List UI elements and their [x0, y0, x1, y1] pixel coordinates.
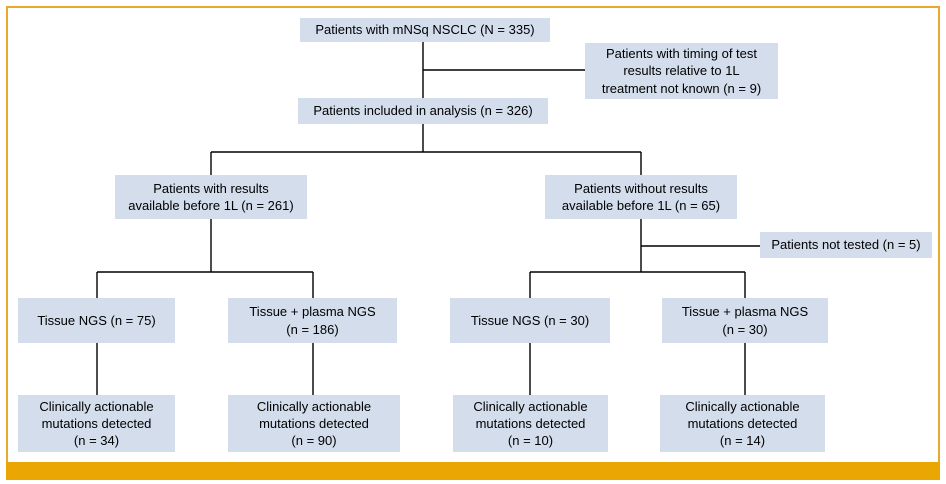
node-excluded-timing-unknown: Patients with timing of test results rel…	[585, 43, 778, 99]
bottom-accent-bar	[6, 462, 940, 480]
node-not-tested: Patients not tested (n = 5)	[760, 232, 932, 258]
node-tissue-ngs-before: Tissue NGS (n = 75)	[18, 298, 175, 343]
node-no-results-before-1l: Patients without results available befor…	[545, 175, 737, 219]
node-actionable-mutations-tissue-plasma-before: Clinically actionable mutations detected…	[228, 395, 400, 452]
node-tissue-plasma-ngs-before: Tissue + plasma NGS (n = 186)	[228, 298, 397, 343]
node-tissue-ngs-without: Tissue NGS (n = 30)	[450, 298, 610, 343]
node-actionable-mutations-tissue-before: Clinically actionable mutations detected…	[18, 395, 175, 452]
node-results-before-1l: Patients with results available before 1…	[115, 175, 307, 219]
node-actionable-mutations-tissue-without: Clinically actionable mutations detected…	[453, 395, 608, 452]
node-tissue-plasma-ngs-without: Tissue + plasma NGS (n = 30)	[662, 298, 828, 343]
node-actionable-mutations-tissue-plasma-without: Clinically actionable mutations detected…	[660, 395, 825, 452]
node-total-patients: Patients with mNSq NSCLC (N = 335)	[300, 18, 550, 42]
node-included-in-analysis: Patients included in analysis (n = 326)	[298, 98, 548, 124]
